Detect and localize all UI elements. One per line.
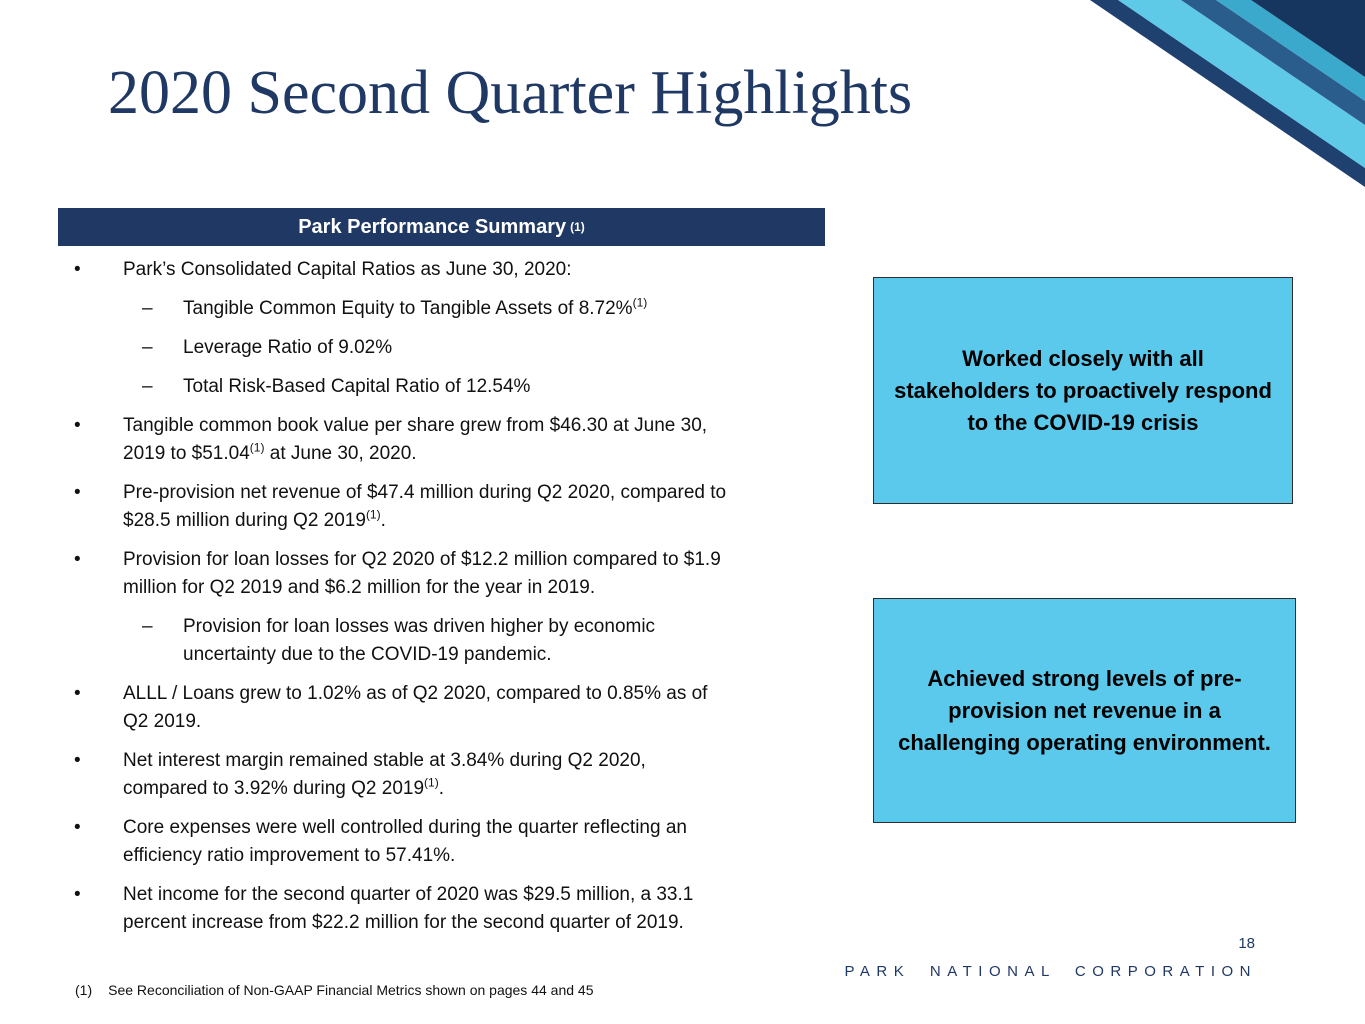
bullet-marker: • bbox=[74, 482, 81, 503]
corner-stripe bbox=[1181, 0, 1365, 125]
bullet-marker: • bbox=[74, 884, 81, 905]
footnote-ref: (1) bbox=[249, 440, 265, 455]
footnote-ref: (1) bbox=[365, 507, 381, 522]
bullet-item: • Park’s Consolidated Capital Ratios as J… bbox=[58, 256, 818, 284]
dash-marker: – bbox=[142, 298, 153, 319]
footnote-ref: (1) bbox=[424, 775, 439, 790]
bullet-item: • Provision for loan losses for Q2 2020 o… bbox=[58, 546, 818, 602]
callout-text: Worked closely with all stakeholders to … bbox=[894, 345, 1272, 435]
bullet-marker: • bbox=[74, 415, 81, 436]
sub-bullet-item: – Leverage Ratio of 9.02% bbox=[58, 334, 818, 362]
corner-stripe bbox=[1118, 0, 1365, 168]
footer-brand: PARK NATIONAL CORPORATION bbox=[844, 963, 1257, 980]
bullet-item: • Net interest margin remained stable at … bbox=[58, 747, 818, 803]
bullet-text: Leverage Ratio of 9.02% bbox=[183, 337, 393, 358]
corner-stripe bbox=[1090, 0, 1365, 187]
bullet-text: Total Risk-Based Capital Ratio of 12.54% bbox=[183, 376, 531, 397]
callout-ppnr: Achieved strong levels of pre-provision … bbox=[873, 598, 1296, 823]
bullet-text: Provision for loan losses was driven hig… bbox=[183, 616, 656, 665]
bullet-marker: • bbox=[74, 750, 81, 771]
slide-title: 2020 Second Quarter Highlights bbox=[108, 59, 913, 127]
bullet-marker: • bbox=[74, 549, 81, 570]
callout-covid-response: Worked closely with all stakeholders to … bbox=[873, 277, 1293, 504]
bullet-marker: • bbox=[74, 817, 81, 838]
bullet-text: Provision for loan losses for Q2 2020 of… bbox=[123, 549, 721, 598]
bullet-item: • ALLL / Loans grew to 1.02% as of Q2 202… bbox=[58, 680, 818, 736]
dash-marker: – bbox=[142, 376, 153, 397]
bullet-text: Tangible Common Equity to Tangible Asset… bbox=[183, 295, 648, 319]
bullet-text: Net income for the second quarter of 202… bbox=[123, 884, 694, 933]
bullet-text: Core expenses were well controlled durin… bbox=[123, 817, 687, 866]
corner-decoration-stripes bbox=[1090, 0, 1365, 187]
footnote: (1) See Reconciliation of Non-GAAP Finan… bbox=[75, 982, 593, 998]
summary-header-label: Park Performance Summary bbox=[298, 215, 567, 238]
bullet-marker: • bbox=[74, 259, 81, 280]
summary-header-bar: Park Performance Summary (1) bbox=[58, 208, 825, 246]
bullet-item: • Tangible common book value per share gr… bbox=[58, 412, 818, 468]
bullet-item: • Pre-provision net revenue of $47.4 mill… bbox=[58, 479, 818, 535]
bullet-text: Tangible common book value per share gre… bbox=[123, 415, 708, 464]
bullet-text: Park’s Consolidated Capital Ratios as Ju… bbox=[123, 259, 572, 280]
dash-marker: – bbox=[142, 337, 153, 358]
footnote-text: See Reconciliation of Non-GAAP Financial… bbox=[108, 982, 594, 998]
sub-bullet-item: – Total Risk-Based Capital Ratio of 12.54… bbox=[58, 373, 818, 401]
bullet-text: Pre-provision net revenue of $47.4 milli… bbox=[123, 482, 727, 531]
bullet-text: Net interest margin remained stable at 3… bbox=[123, 750, 646, 799]
bullet-item: • Net income for the second quarter of 20… bbox=[58, 881, 818, 937]
callout-text: Achieved strong levels of pre-provision … bbox=[898, 665, 1271, 755]
footnote-ref: (1) bbox=[632, 295, 648, 310]
bullet-text: ALLL / Loans grew to 1.02% as of Q2 2020… bbox=[123, 683, 708, 732]
bullet-item: • Core expenses were well controlled duri… bbox=[58, 814, 818, 870]
bullet-marker: • bbox=[74, 683, 81, 704]
sub-bullet-item: – Provision for loan losses was driven hi… bbox=[58, 613, 818, 669]
corner-stripe bbox=[1251, 0, 1365, 77]
sub-bullet-item: – Tangible Common Equity to Tangible Asse… bbox=[58, 295, 818, 323]
page-number: 18 bbox=[1238, 935, 1255, 952]
footnote-marker: (1) bbox=[75, 982, 93, 998]
corner-stripe bbox=[1216, 0, 1365, 101]
summary-list: • Park’s Consolidated Capital Ratios as J… bbox=[58, 256, 818, 948]
dash-marker: – bbox=[142, 616, 153, 637]
